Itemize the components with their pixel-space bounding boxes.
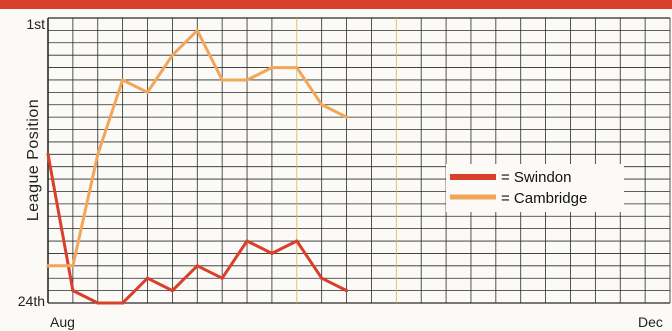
y-tick-label-1st: 1st [26,16,45,32]
data-point-cambridge [344,115,349,119]
data-point-swindon [220,276,224,280]
data-point-swindon [195,264,199,268]
series-layer [46,28,349,305]
data-point-cambridge [96,152,100,156]
data-point-swindon [270,251,274,256]
data-point-swindon [295,239,299,243]
data-point-cambridge [121,78,125,82]
data-point-swindon [121,301,125,305]
data-point-swindon [344,289,349,293]
x-tick-label-aug: Aug [50,314,75,330]
legend: = Swindon = Cambridge [446,164,624,212]
data-point-cambridge [220,78,224,82]
legend-background [446,164,624,212]
grid [47,17,671,304]
data-point-cambridge [320,103,324,107]
y-axis-title: League Position [25,99,42,221]
data-point-cambridge [170,53,174,57]
data-point-swindon [96,301,100,305]
data-point-cambridge [295,65,299,70]
top-color-bar [0,0,672,9]
legend-label-swindon: = Swindon [501,169,571,186]
data-point-swindon [320,276,324,280]
data-point-swindon [170,289,174,293]
data-point-swindon [245,239,249,243]
data-point-swindon [46,152,50,156]
data-point-cambridge [71,264,75,268]
data-point-cambridge [270,65,274,70]
data-point-swindon [71,289,75,293]
data-point-cambridge [145,90,150,94]
legend-label-cambridge: = Cambridge [501,190,587,207]
data-point-cambridge [46,264,50,268]
y-tick-label-24th: 24th [18,293,45,309]
data-point-swindon [145,276,150,280]
x-tick-label-dec: Dec [638,314,663,330]
data-point-cambridge [245,78,249,82]
data-point-cambridge [195,28,199,32]
